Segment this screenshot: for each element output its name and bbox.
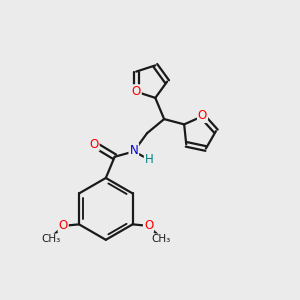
- Text: O: O: [58, 219, 68, 232]
- Text: O: O: [89, 138, 99, 151]
- Text: O: O: [132, 85, 141, 98]
- Text: N: N: [129, 144, 138, 157]
- Text: CH₃: CH₃: [151, 234, 170, 244]
- Text: O: O: [198, 109, 207, 122]
- Text: H: H: [145, 153, 154, 166]
- Text: CH₃: CH₃: [41, 234, 60, 244]
- Text: O: O: [144, 219, 153, 232]
